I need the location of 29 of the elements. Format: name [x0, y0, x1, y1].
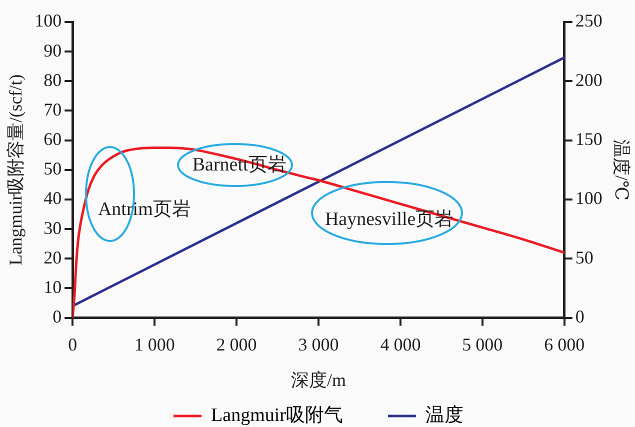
y-tick-label: 30 [44, 218, 62, 238]
x-tick-label: 6 000 [544, 334, 585, 354]
y-tick-label: 0 [52, 306, 62, 327]
y-tick-label: 50 [44, 158, 62, 179]
y-tick-label: 20 [44, 247, 62, 268]
x-tick-label: 2 000 [216, 334, 257, 354]
y2-tick-label: 100 [575, 188, 602, 208]
y-tick-label: 100 [34, 10, 62, 31]
x-tick-label: 0 [68, 334, 78, 354]
y2-tick-label: 0 [575, 306, 584, 327]
x-axis-title: 深度/m [290, 370, 346, 390]
y2-tick-label: 50 [575, 247, 594, 268]
y-tick-label: 70 [44, 99, 62, 120]
y-axis-title: Langmuir吸附容量/(scf/t) [6, 74, 26, 266]
y-tick-label: 40 [44, 188, 62, 208]
legend-label: 温度 [425, 404, 464, 426]
y2-tick-label: 150 [575, 129, 602, 150]
y-tick-label: 10 [44, 276, 62, 297]
y-tick-label: 90 [44, 40, 62, 60]
x-tick-label: 5 000 [462, 334, 503, 354]
y-tick-label: 80 [44, 70, 62, 90]
y2-axis-title: 温度/℃ [611, 139, 632, 200]
x-tick-label: 1 000 [134, 334, 175, 354]
legend-label: Langmuir吸附气 [211, 404, 343, 426]
x-tick-label: 4 000 [380, 334, 421, 354]
y2-tick-label: 250 [575, 10, 602, 31]
x-tick-label: 3 000 [298, 334, 339, 354]
y-tick-label: 60 [44, 129, 62, 150]
y2-tick-label: 200 [575, 70, 602, 90]
